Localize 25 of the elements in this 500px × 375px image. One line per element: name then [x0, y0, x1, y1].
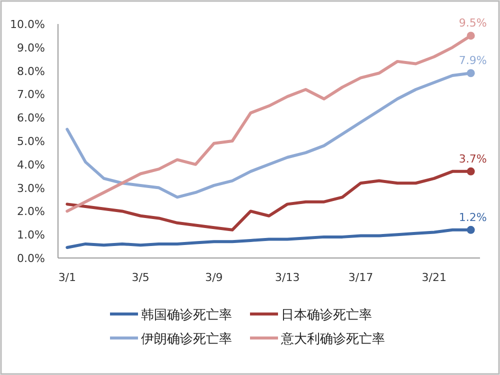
x-tick-label: 3/5: [132, 271, 150, 284]
legend-label: 韩国确诊死亡率: [141, 307, 232, 323]
legend-label: 伊朗确诊死亡率: [141, 331, 232, 347]
y-tick-label: 10.0%: [10, 18, 45, 31]
data-label: 7.9%: [458, 54, 487, 68]
y-tick-label: 8.0%: [17, 64, 45, 78]
y-tick-label: 4.0%: [17, 158, 45, 172]
y-tick-label: 3.0%: [17, 182, 45, 195]
x-tick-label: 3/13: [274, 271, 300, 284]
x-tick-label: 3/17: [348, 271, 374, 284]
y-tick-label: 7.0%: [17, 88, 45, 102]
data-label: 1.2%: [458, 210, 487, 224]
data-label: 9.5%: [458, 16, 487, 30]
y-tick-label: 2.0%: [17, 205, 45, 218]
data-label: 3.7%: [458, 152, 487, 166]
legend-label: 日本确诊死亡率: [281, 307, 372, 323]
legend-label: 意大利确诊死亡率: [280, 331, 385, 347]
x-tick-label: 3/1: [58, 271, 76, 284]
y-tick-label: 5.0%: [17, 135, 45, 148]
y-tick-label: 1.0%: [17, 228, 45, 242]
y-tick-label: 0.0%: [17, 252, 45, 265]
x-tick-label: 3/9: [205, 271, 223, 284]
y-tick-label: 9.0%: [17, 41, 45, 54]
y-tick-label: 6.0%: [17, 112, 45, 125]
x-tick-label: 3/21: [422, 271, 446, 284]
